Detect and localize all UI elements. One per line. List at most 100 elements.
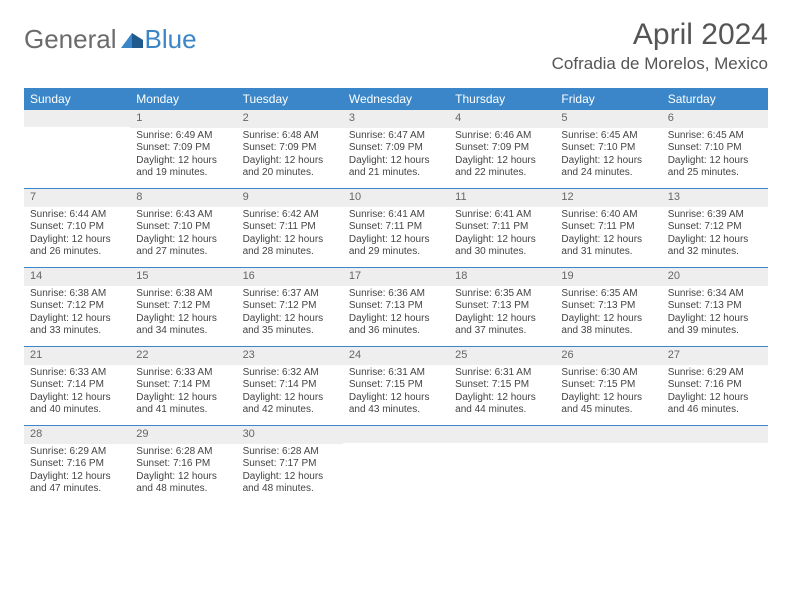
week-row: 28Sunrise: 6:29 AMSunset: 7:16 PMDayligh…: [24, 426, 768, 504]
day-line-ss: Sunset: 7:09 PM: [455, 142, 549, 155]
weekday-cell: Saturday: [662, 88, 768, 110]
day-cell: 19Sunrise: 6:35 AMSunset: 7:13 PMDayligh…: [555, 268, 661, 346]
day-line-sr: Sunrise: 6:44 AM: [30, 209, 124, 222]
day-body: Sunrise: 6:31 AMSunset: 7:15 PMDaylight:…: [343, 365, 449, 421]
weekday-cell: Thursday: [449, 88, 555, 110]
day-cell: [343, 426, 449, 504]
day-line-d2: and 43 minutes.: [349, 404, 443, 417]
day-line-sr: Sunrise: 6:33 AM: [30, 367, 124, 380]
day-cell: 28Sunrise: 6:29 AMSunset: 7:16 PMDayligh…: [24, 426, 130, 504]
day-cell: 4Sunrise: 6:46 AMSunset: 7:09 PMDaylight…: [449, 110, 555, 188]
day-cell: [449, 426, 555, 504]
day-line-ss: Sunset: 7:17 PM: [243, 458, 337, 471]
day-cell: 25Sunrise: 6:31 AMSunset: 7:15 PMDayligh…: [449, 347, 555, 425]
day-number: 3: [343, 110, 449, 128]
week-row: 1Sunrise: 6:49 AMSunset: 7:09 PMDaylight…: [24, 110, 768, 189]
day-line-d2: and 36 minutes.: [349, 325, 443, 338]
day-line-sr: Sunrise: 6:31 AM: [455, 367, 549, 380]
day-line-d1: Daylight: 12 hours: [30, 392, 124, 405]
day-body: Sunrise: 6:46 AMSunset: 7:09 PMDaylight:…: [449, 128, 555, 184]
day-line-sr: Sunrise: 6:37 AM: [243, 288, 337, 301]
day-line-ss: Sunset: 7:16 PM: [30, 458, 124, 471]
day-cell: [662, 426, 768, 504]
day-line-d2: and 28 minutes.: [243, 246, 337, 259]
logo-text-left: General: [24, 24, 117, 55]
day-line-d1: Daylight: 12 hours: [136, 471, 230, 484]
day-number: 7: [24, 189, 130, 207]
day-cell: 23 Sunrise: 6:32 AMSunset: 7:14 PMDayligh…: [237, 347, 343, 425]
day-cell: 24Sunrise: 6:31 AMSunset: 7:15 PMDayligh…: [343, 347, 449, 425]
day-line-d1: Daylight: 12 hours: [243, 155, 337, 168]
weekday-cell: Wednesday: [343, 88, 449, 110]
day-line-d1: Daylight: 12 hours: [561, 313, 655, 326]
day-number: 28: [24, 426, 130, 444]
day-line-d1: Daylight: 12 hours: [349, 155, 443, 168]
day-line-d2: and 22 minutes.: [455, 167, 549, 180]
day-line-d2: and 40 minutes.: [30, 404, 124, 417]
day-line-d1: Daylight: 12 hours: [243, 471, 337, 484]
day-cell: 11Sunrise: 6:41 AMSunset: 7:11 PMDayligh…: [449, 189, 555, 267]
day-cell: 5Sunrise: 6:45 AMSunset: 7:10 PMDaylight…: [555, 110, 661, 188]
day-line-ss: Sunset: 7:09 PM: [136, 142, 230, 155]
day-line-ss: Sunset: 7:15 PM: [349, 379, 443, 392]
day-number: 13: [662, 189, 768, 207]
calendar: SundayMondayTuesdayWednesdayThursdayFrid…: [24, 88, 768, 504]
day-line-d2: and 25 minutes.: [668, 167, 762, 180]
day-number: [555, 426, 661, 443]
day-line-d2: and 42 minutes.: [243, 404, 337, 417]
day-line-ss: Sunset: 7:15 PM: [561, 379, 655, 392]
day-line-d2: and 39 minutes.: [668, 325, 762, 338]
day-line-d2: and 37 minutes.: [455, 325, 549, 338]
day-line-sr: Sunrise: 6:33 AM: [136, 367, 230, 380]
day-body: Sunrise: 6:49 AMSunset: 7:09 PMDaylight:…: [130, 128, 236, 184]
day-line-d1: Daylight: 12 hours: [30, 313, 124, 326]
day-cell: 2Sunrise: 6:48 AMSunset: 7:09 PMDaylight…: [237, 110, 343, 188]
day-line-sr: Sunrise: 6:34 AM: [668, 288, 762, 301]
day-number: 18: [449, 268, 555, 286]
day-line-d2: and 31 minutes.: [561, 246, 655, 259]
day-line-sr: Sunrise: 6:49 AM: [136, 130, 230, 143]
day-number: 24: [343, 347, 449, 365]
day-number: 6: [662, 110, 768, 128]
day-line-d2: and 24 minutes.: [561, 167, 655, 180]
day-line-sr: Sunrise: 6:29 AM: [668, 367, 762, 380]
day-number: 5: [555, 110, 661, 128]
day-line-d1: Daylight: 12 hours: [455, 234, 549, 247]
day-line-d1: Daylight: 12 hours: [136, 155, 230, 168]
day-cell: 26Sunrise: 6:30 AMSunset: 7:15 PMDayligh…: [555, 347, 661, 425]
day-cell: 20Sunrise: 6:34 AMSunset: 7:13 PMDayligh…: [662, 268, 768, 346]
day-line-d1: Daylight: 12 hours: [243, 313, 337, 326]
day-line-d2: and 21 minutes.: [349, 167, 443, 180]
day-number: 20: [662, 268, 768, 286]
day-line-sr: Sunrise: 6:36 AM: [349, 288, 443, 301]
day-cell: 3Sunrise: 6:47 AMSunset: 7:09 PMDaylight…: [343, 110, 449, 188]
day-body: Sunrise: 6:34 AMSunset: 7:13 PMDaylight:…: [662, 286, 768, 342]
day-number: 8: [130, 189, 236, 207]
day-cell: 22Sunrise: 6:33 AMSunset: 7:14 PMDayligh…: [130, 347, 236, 425]
day-number: 10: [343, 189, 449, 207]
day-line-sr: Sunrise: 6:41 AM: [455, 209, 549, 222]
day-number: 9: [237, 189, 343, 207]
day-line-ss: Sunset: 7:14 PM: [243, 379, 337, 392]
day-line-d1: Daylight: 12 hours: [561, 234, 655, 247]
day-body: Sunrise: 6:42 AMSunset: 7:11 PMDaylight:…: [237, 207, 343, 263]
day-line-d1: Daylight: 12 hours: [455, 392, 549, 405]
day-cell: 8Sunrise: 6:43 AMSunset: 7:10 PMDaylight…: [130, 189, 236, 267]
day-line-sr: Sunrise: 6:31 AM: [349, 367, 443, 380]
day-line-sr: Sunrise: 6:35 AM: [455, 288, 549, 301]
day-number: 23: [237, 347, 343, 365]
day-line-ss: Sunset: 7:13 PM: [668, 300, 762, 313]
day-cell: 30Sunrise: 6:28 AMSunset: 7:17 PMDayligh…: [237, 426, 343, 504]
day-line-d1: Daylight: 12 hours: [243, 392, 337, 405]
day-body: Sunrise: 6:37 AMSunset: 7:12 PMDaylight:…: [237, 286, 343, 342]
day-line-sr: Sunrise: 6:35 AM: [561, 288, 655, 301]
day-line-sr: Sunrise: 6:32 AM: [243, 367, 337, 380]
day-line-d1: Daylight: 12 hours: [30, 471, 124, 484]
month-title: April 2024: [552, 18, 768, 52]
day-body: Sunrise: 6:43 AMSunset: 7:10 PMDaylight:…: [130, 207, 236, 263]
day-body: Sunrise: 6:39 AMSunset: 7:12 PMDaylight:…: [662, 207, 768, 263]
day-line-d1: Daylight: 12 hours: [561, 392, 655, 405]
logo-text-right: Blue: [145, 24, 197, 55]
day-body: Sunrise: 6:33 AMSunset: 7:14 PMDaylight:…: [24, 365, 130, 421]
day-line-ss: Sunset: 7:12 PM: [136, 300, 230, 313]
